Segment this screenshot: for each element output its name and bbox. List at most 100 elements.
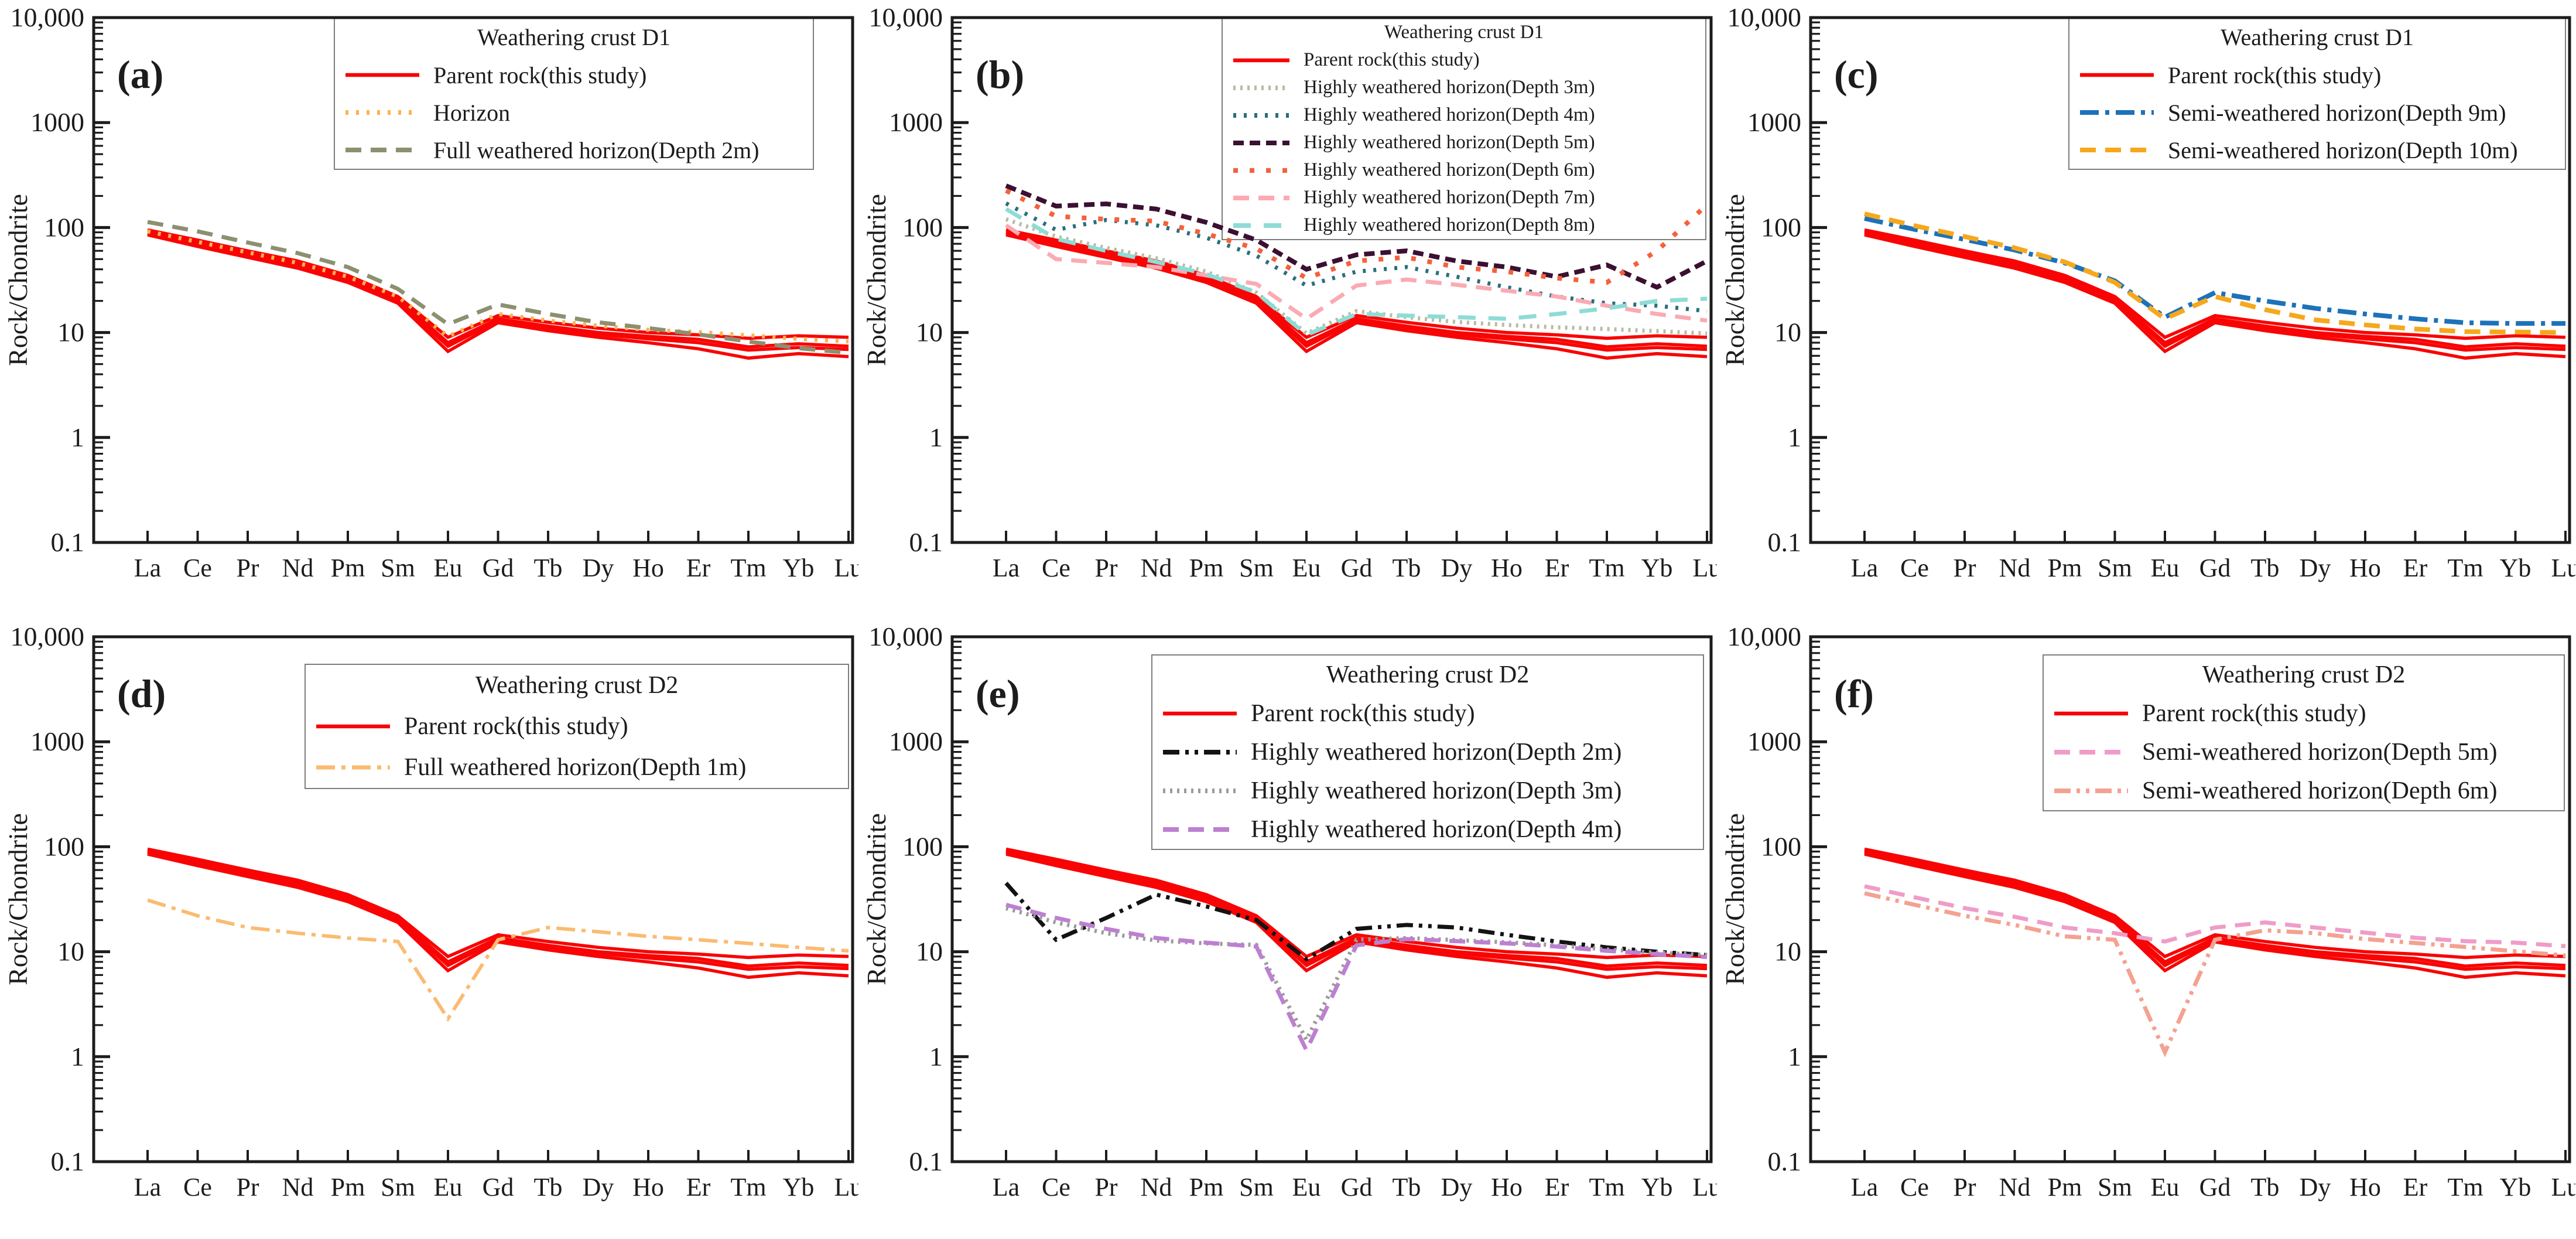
x-tick-label: Lu: [2551, 1173, 2575, 1202]
series-line-0-1: [1005, 230, 1708, 349]
series-line-0-2: [147, 231, 849, 352]
legend-entry: Highly weathered horizon(Depth 8m): [1223, 211, 1705, 239]
y-tick-label: 1: [929, 1042, 943, 1071]
y-tick-label: 10: [1774, 937, 1801, 967]
legend-line-swatch: [1163, 711, 1237, 716]
y-tick-label: 1000: [889, 726, 943, 756]
x-tick-label: Ce: [1042, 1173, 1070, 1202]
legend-title: Weathering crust D2: [1326, 661, 1530, 688]
x-tick-label: Sm: [381, 1173, 415, 1202]
x-tick-label: Ho: [632, 1173, 664, 1202]
legend-line-swatch: [1233, 112, 1289, 118]
x-tick-label: Ce: [1900, 554, 1929, 582]
x-tick-label: La: [1851, 554, 1878, 582]
x-tick-label: Tm: [1589, 554, 1624, 582]
legend-entry-label: Highly weathered horizon(Depth 7m): [1304, 187, 1595, 208]
panel-c: Weathering crust D1 Parent rock(this stud…: [1717, 0, 2575, 619]
legend-entry-label: Highly weathered horizon(Depth 2m): [1251, 739, 1622, 766]
x-tick-label: Nd: [282, 1173, 314, 1202]
x-tick-label: Nd: [1999, 1173, 2031, 1202]
legend-entry-label: Highly weathered horizon(Depth 4m): [1304, 104, 1595, 125]
y-tick-label: 1000: [30, 107, 84, 137]
x-tick-label: Ho: [1491, 1173, 1523, 1202]
y-axis-title: Rock/Chondrite: [3, 194, 33, 366]
x-tick-label: Tb: [534, 554, 563, 582]
x-tick-label: Yb: [2500, 554, 2531, 582]
series-line-0-3: [1005, 233, 1708, 360]
x-tick-label: Eu: [434, 1173, 463, 1202]
series-line-0-2: [1005, 231, 1708, 352]
legend-line-swatch: [1233, 58, 1289, 62]
series-line-0-1: [1005, 849, 1708, 968]
y-axis-title: Rock/Chondrite: [1720, 813, 1750, 985]
x-tick-label: Pr: [1953, 1173, 1976, 1202]
x-tick-label: Pm: [2048, 554, 2082, 582]
y-axis-title: Rock/Chondrite: [1720, 194, 1750, 366]
legend-entry: Semi-weathered horizon(Depth 6m): [2044, 772, 2564, 810]
legend-entry: Highly weathered horizon(Depth 6m): [1223, 156, 1705, 184]
legend-entry-label: Full weathered horizon(Depth 1m): [404, 754, 747, 781]
x-tick-label: Eu: [2151, 1173, 2180, 1202]
y-axis-title: Rock/Chondrite: [861, 194, 891, 366]
series-line-0-0: [147, 228, 849, 340]
x-tick-label: Ce: [183, 554, 212, 582]
legend-title: Weathering crust D2: [2202, 661, 2406, 688]
x-tick-label: Yb: [1641, 554, 1673, 582]
x-tick-label: Lu: [1693, 1173, 1717, 1202]
x-tick-label: Dy: [1441, 1173, 1473, 1202]
y-tick-label: 0.1: [51, 1146, 85, 1176]
x-tick-label: Tb: [1393, 554, 1421, 582]
x-tick-label: Pr: [1094, 1173, 1117, 1202]
x-tick-label: Gd: [2199, 554, 2231, 582]
x-tick-label: Pr: [1953, 554, 1976, 582]
x-tick-label: Eu: [2151, 554, 2180, 582]
x-tick-label: Gd: [1341, 554, 1373, 582]
x-tick-label: La: [993, 1173, 1020, 1202]
legend-c: Weathering crust D1 Parent rock(this stud…: [2068, 18, 2566, 170]
x-tick-label: Ho: [2349, 554, 2381, 582]
y-tick-label: 1000: [30, 726, 84, 756]
legend-entry: Highly weathered horizon(Depth 3m): [1223, 74, 1705, 101]
y-tick-label: 0.1: [1768, 527, 1802, 557]
legend-entry-label: Highly weathered horizon(Depth 6m): [1304, 159, 1595, 180]
x-tick-label: Ce: [183, 1173, 212, 1202]
y-tick-label: 10,000: [11, 622, 85, 651]
x-tick-label: Er: [1545, 554, 1569, 582]
legend-line-swatch: [1233, 140, 1289, 145]
x-tick-label: Eu: [1292, 1173, 1321, 1202]
series-line-0-3: [1864, 233, 2566, 360]
series-line-3-0: [1005, 903, 1708, 1055]
legend-f: Weathering crust D2 Parent rock(this stud…: [2043, 654, 2565, 811]
x-tick-label: Gd: [2199, 1173, 2231, 1202]
x-tick-label: Er: [686, 554, 711, 582]
legend-title: Weathering crust D1: [1384, 22, 1544, 43]
series-line-0-1: [147, 849, 849, 968]
legend-entry: Highly weathered horizon(Depth 4m): [1223, 101, 1705, 129]
legend-entry-label: Highly weathered horizon(Depth 3m): [1304, 77, 1595, 98]
x-tick-label: La: [134, 1173, 161, 1202]
y-tick-label: 1: [1788, 1042, 1801, 1071]
legend-line-swatch: [1163, 827, 1237, 832]
x-tick-label: Eu: [434, 554, 463, 582]
series-line-1-0: [1864, 216, 2565, 326]
legend-entry-label: Parent rock(this study): [2168, 62, 2382, 88]
x-tick-label: Pm: [331, 554, 365, 582]
series-line-0-1: [1864, 230, 2566, 349]
y-tick-label: 10: [57, 937, 84, 967]
x-tick-label: Dy: [1441, 554, 1473, 582]
x-tick-label: Tb: [534, 1173, 563, 1202]
x-tick-label: Gd: [483, 554, 514, 582]
x-tick-label: Dy: [583, 554, 614, 582]
x-tick-label: Lu: [1693, 554, 1717, 582]
x-tick-label: Yb: [783, 554, 815, 582]
y-tick-label: 10,000: [11, 2, 85, 32]
legend-line-swatch: [1233, 223, 1289, 228]
legend-line-swatch: [345, 110, 419, 115]
y-axis-title: Rock/Chondrite: [3, 813, 33, 985]
legend-entry: Highly weathered horizon(Depth 4m): [1152, 810, 1703, 849]
series-line-2-0: [1864, 211, 2566, 335]
legend-entry: Highly weathered horizon(Depth 7m): [1223, 184, 1705, 211]
legend-entry: Parent rock(this study): [1152, 694, 1703, 733]
legend-line-swatch: [2054, 750, 2128, 755]
